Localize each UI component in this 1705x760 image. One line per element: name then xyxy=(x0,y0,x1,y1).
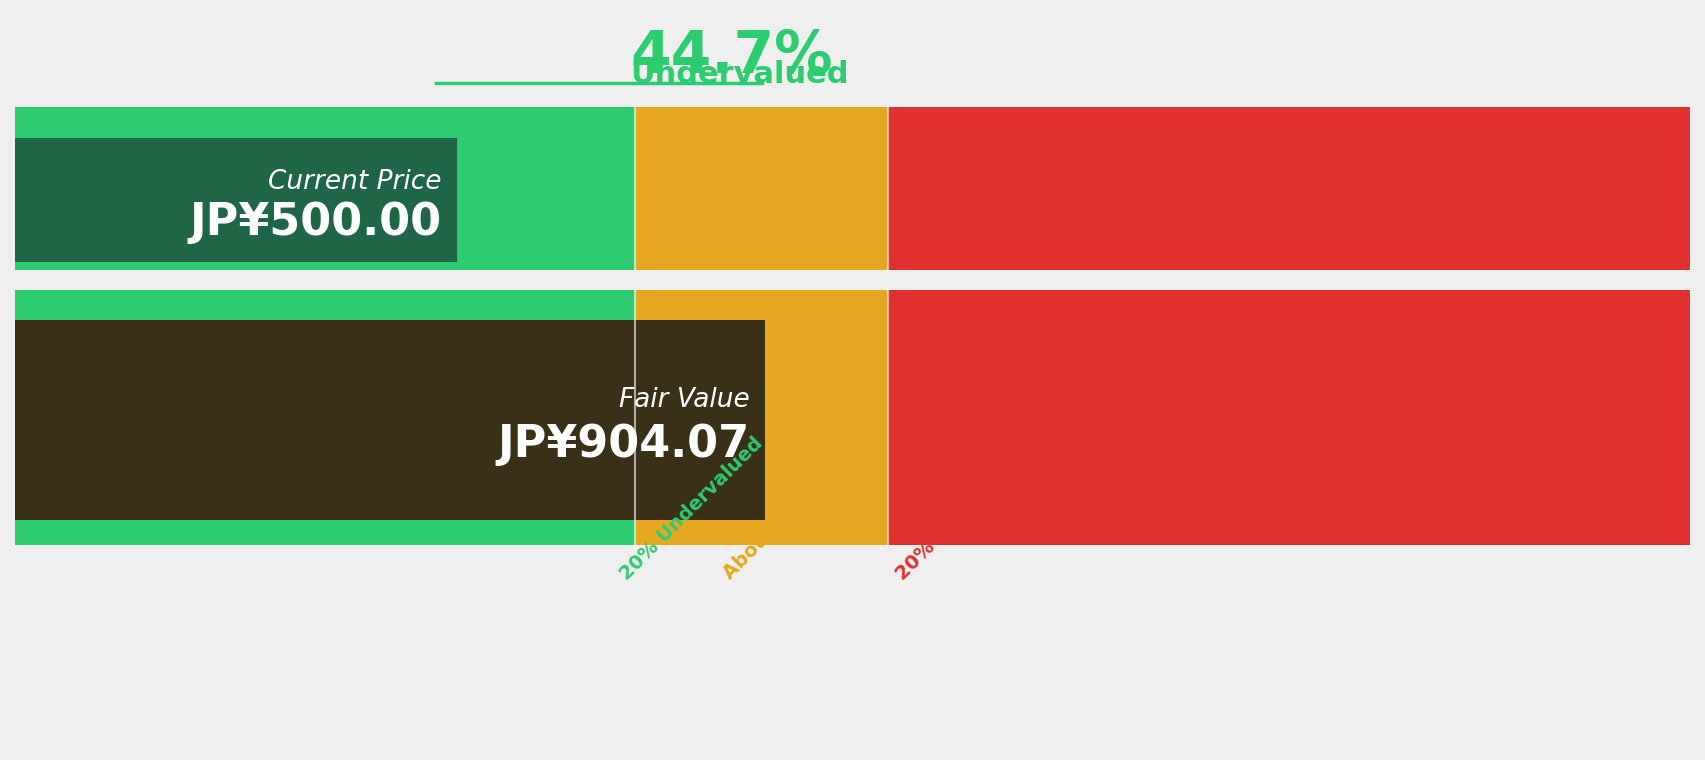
Text: JP¥904.07: JP¥904.07 xyxy=(498,423,750,465)
Bar xyxy=(888,290,1690,545)
Bar xyxy=(15,107,634,270)
Bar xyxy=(634,107,888,270)
Bar xyxy=(634,290,888,545)
Bar xyxy=(15,320,764,520)
Bar xyxy=(15,290,634,545)
Bar xyxy=(888,107,1690,270)
Text: 44.7%: 44.7% xyxy=(629,28,832,85)
Text: Undervalued: Undervalued xyxy=(629,60,847,89)
Text: 20% Overvalued: 20% Overvalued xyxy=(892,443,1032,584)
Bar xyxy=(15,138,457,262)
Text: Fair Value: Fair Value xyxy=(619,387,750,413)
Text: Current Price: Current Price xyxy=(268,169,442,195)
Text: About Right: About Right xyxy=(720,477,825,584)
Text: 20% Undervalued: 20% Undervalued xyxy=(616,433,766,584)
Text: JP¥500.00: JP¥500.00 xyxy=(189,201,442,243)
